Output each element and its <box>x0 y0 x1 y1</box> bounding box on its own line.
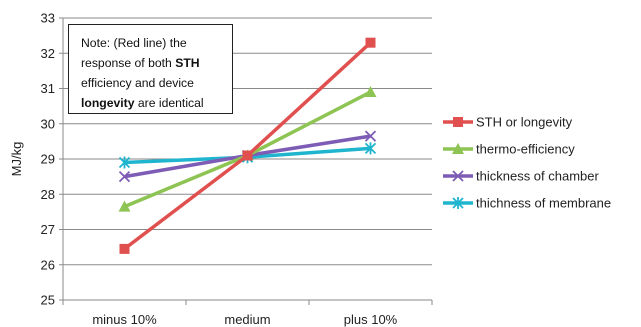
data-point <box>364 130 377 142</box>
x-tick-labels: minus 10% medium plus 10% <box>92 312 397 327</box>
x-tick-label: plus 10% <box>344 312 398 327</box>
note-bold-text: STH <box>175 56 200 70</box>
legend-label: thickness of chamber <box>476 169 600 184</box>
data-point <box>242 150 253 161</box>
y-tick-label: 28 <box>41 187 55 202</box>
y-tick-labels: 25 26 27 28 29 30 31 32 33 <box>41 11 55 308</box>
data-point <box>365 37 376 48</box>
x-tick-label: medium <box>224 312 270 327</box>
legend-item: thichness of membrane <box>443 196 611 211</box>
legend-label: STH or longevity <box>476 115 573 130</box>
y-tick-label: 31 <box>41 81 55 96</box>
x-tick-label: minus 10% <box>92 312 157 327</box>
y-tick-label: 29 <box>41 152 55 167</box>
series-lines <box>118 37 377 254</box>
data-point <box>118 170 131 183</box>
legend-label: thermo-efficiency <box>476 142 575 157</box>
y-tick-label: 32 <box>41 46 55 61</box>
series-sth-or-longevity <box>119 37 376 254</box>
legend-item: thermo-efficiency <box>443 142 575 157</box>
note-text: are identical <box>134 96 204 110</box>
y-tick-label: 33 <box>41 11 55 26</box>
y-tick-label: 25 <box>41 293 55 308</box>
data-point <box>364 86 377 98</box>
note-annotation: Note: (Red line) the response of both ST… <box>68 24 233 114</box>
data-point <box>364 142 377 155</box>
legend-marker <box>452 197 464 209</box>
legend: STH or longevity thermo-efficiency thickne… <box>443 115 611 211</box>
data-point <box>118 156 131 169</box>
y-axis-title: MJ/kg <box>9 142 24 177</box>
legend-item: thickness of chamber <box>443 169 600 184</box>
legend-marker <box>452 170 464 182</box>
legend-marker <box>452 143 464 154</box>
note-text: efficiency and device <box>81 76 194 90</box>
y-tick-label: 27 <box>41 222 55 237</box>
legend-label: thichness of membrane <box>476 196 611 211</box>
axes <box>59 17 433 305</box>
data-point <box>119 243 130 254</box>
legend-item: STH or longevity <box>443 115 573 130</box>
note-bold-text: longevity <box>81 96 135 110</box>
y-tick-label: 26 <box>41 257 55 272</box>
legend-marker <box>453 117 463 127</box>
data-point <box>118 200 131 212</box>
note-text: Note: (Red line) the response of both <box>81 36 187 70</box>
y-tick-label: 30 <box>41 116 55 131</box>
